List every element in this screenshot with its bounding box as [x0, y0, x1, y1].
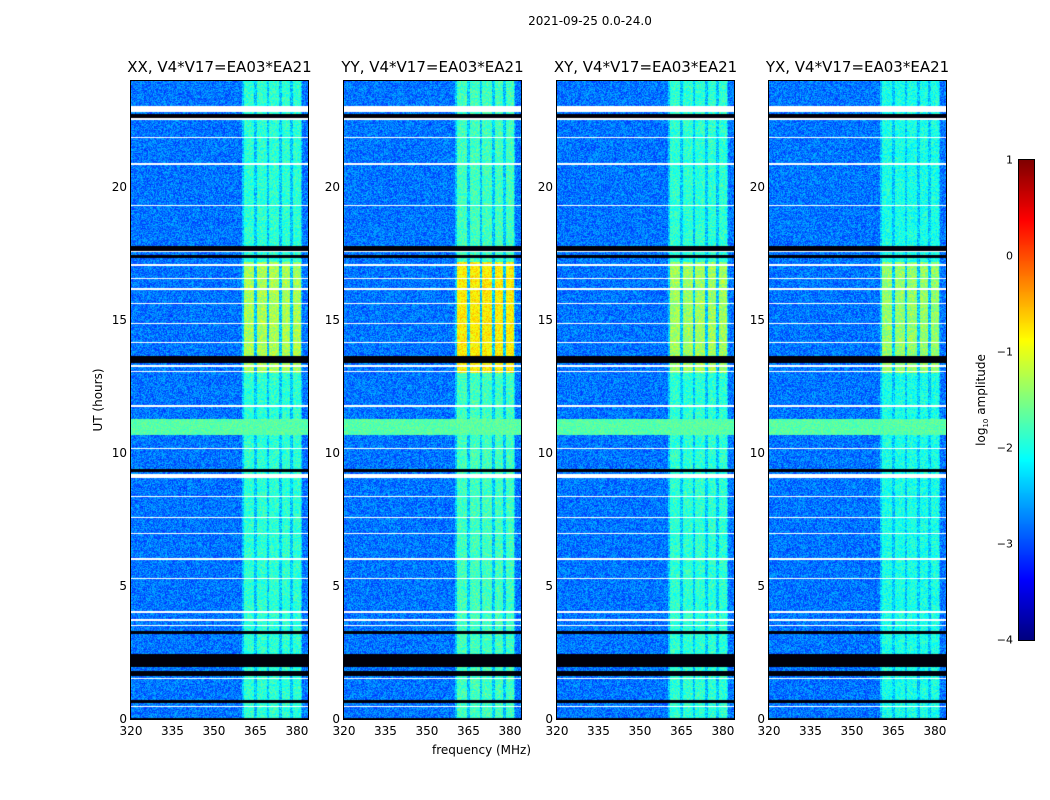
y-tick-label: 0: [545, 712, 553, 726]
heatmap-panel: [343, 80, 522, 720]
y-tick-label: 20: [111, 180, 127, 195]
y-tick-label: 20: [324, 180, 340, 195]
x-tick-label: 350: [202, 724, 226, 738]
y-tick-label: 15: [537, 313, 553, 328]
heatmap-panel: [556, 80, 735, 720]
heatmap-panel: [768, 80, 947, 720]
x-tick-label: 350: [840, 724, 864, 738]
y-tick-label: 10: [111, 446, 127, 461]
y-tick-label: 10: [749, 446, 765, 461]
heatmap-image: [557, 81, 734, 719]
y-tick-label: 5: [757, 579, 765, 594]
x-tick-label: 365: [670, 724, 693, 738]
x-tick-label: 320: [332, 724, 356, 738]
colorbar-tick-label: 1: [1006, 153, 1013, 167]
x-tick-label: 365: [457, 724, 480, 738]
colorbar: [1018, 159, 1035, 641]
y-tick-label: 20: [749, 180, 765, 195]
colorbar-tick-label: −1: [996, 345, 1013, 359]
heatmap-image: [344, 81, 521, 719]
y-tick-label: 15: [749, 313, 765, 328]
x-tick-label: 335: [587, 724, 610, 738]
colorbar-tick-label: 0: [1006, 249, 1013, 263]
x-tick-label: 320: [119, 724, 143, 738]
y-tick-label: 0: [757, 712, 765, 726]
x-tick-label: 365: [244, 724, 267, 738]
x-tick-label: 320: [545, 724, 569, 738]
colorbar-gradient: [1019, 160, 1034, 640]
x-tick-label: 350: [628, 724, 652, 738]
x-tick-label: 335: [374, 724, 397, 738]
y-tick-label: 15: [324, 313, 340, 328]
heatmap-image: [131, 81, 308, 719]
x-tick-label: 335: [799, 724, 822, 738]
x-tick-label: 365: [882, 724, 905, 738]
figure-title: 2021-09-25 0.0-24.0: [528, 14, 652, 28]
y-tick-label: 5: [119, 579, 127, 594]
x-tick-label: 380: [923, 724, 947, 738]
colorbar-label: log10 amplitude: [973, 354, 991, 446]
colorbar-tick-label: −4: [996, 633, 1013, 647]
x-tick-label: 380: [711, 724, 735, 738]
x-tick-label: 320: [757, 724, 781, 738]
y-tick-label: 15: [111, 313, 127, 328]
y-tick-label: 20: [537, 180, 553, 195]
y-tick-label: 5: [332, 579, 340, 594]
x-tick-label: 380: [498, 724, 522, 738]
panel-title: XX, V4*V17=EA03*EA21: [127, 58, 312, 76]
panel-title: YX, V4*V17=EA03*EA21: [765, 58, 950, 76]
y-tick-label: 10: [537, 446, 553, 461]
panel-title: XY, V4*V17=EA03*EA21: [553, 58, 738, 76]
x-tick-label: 335: [161, 724, 184, 738]
colorbar-tick-label: −2: [996, 441, 1013, 455]
colorbar-tick-label: −3: [996, 537, 1013, 551]
panel-title: YY, V4*V17=EA03*EA21: [341, 58, 524, 76]
x-tick-label: 350: [415, 724, 439, 738]
y-tick-label: 5: [545, 579, 553, 594]
x-tick-label: 380: [285, 724, 309, 738]
y-tick-label: 0: [119, 712, 127, 726]
heatmap-panel: [130, 80, 309, 720]
heatmap-image: [769, 81, 946, 719]
y-tick-label: 10: [324, 446, 340, 461]
y-tick-label: 0: [332, 712, 340, 726]
y-axis-label: UT (hours): [91, 368, 105, 432]
x-axis-label: frequency (MHz): [432, 743, 532, 757]
